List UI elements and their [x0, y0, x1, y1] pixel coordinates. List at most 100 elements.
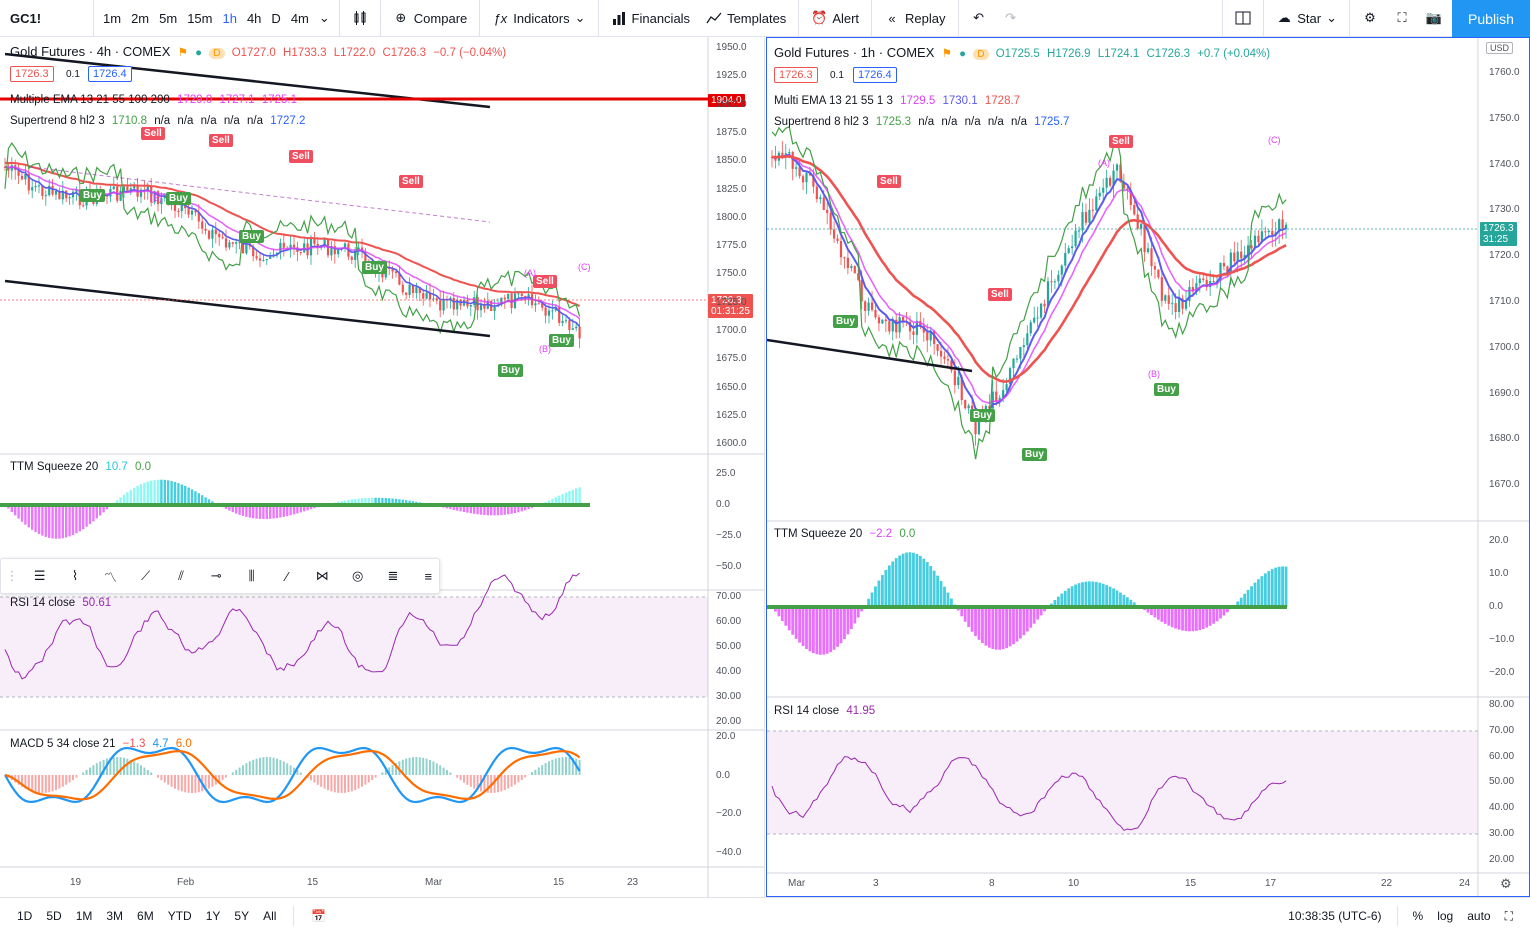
tf-4h[interactable]: 4h: [246, 10, 262, 26]
candle-body: [241, 242, 245, 254]
star-button[interactable]: ☁ Star ⌄: [1268, 0, 1345, 37]
candle-body: [408, 284, 411, 295]
line-icon[interactable]: ∕: [285, 568, 289, 584]
ttm-histogram-bar: [391, 498, 394, 505]
replay-button[interactable]: « Replay: [876, 0, 953, 37]
indicators-button[interactable]: ƒx Indicators ⌄: [484, 0, 593, 37]
ttm-histogram-bar: [1084, 581, 1088, 607]
snapshot-button[interactable]: 📷: [1418, 0, 1450, 37]
range-3m[interactable]: 3M: [106, 909, 124, 923]
range-all[interactable]: All: [263, 909, 277, 923]
ttm-histogram-bar: [309, 505, 313, 510]
fullscreen-button[interactable]: ⛶: [1386, 0, 1418, 37]
range-1m[interactable]: 1M: [75, 909, 93, 923]
ttm-histogram-bar: [78, 505, 81, 532]
candle-body: [857, 273, 860, 280]
chart-type-button[interactable]: [344, 0, 376, 37]
xabcd-icon[interactable]: ⋈: [315, 568, 329, 583]
right-supertrend-legend[interactable]: Supertrend 8 hl2 3 1725.3 n/a n/a n/a n/…: [774, 116, 1073, 128]
log-toggle[interactable]: log: [1437, 909, 1454, 923]
ttm-histogram-bar: [262, 505, 265, 520]
fit-screen-icon[interactable]: ⛶: [1504, 908, 1513, 923]
tf-1m[interactable]: 1m: [103, 10, 122, 26]
left-chart-pane[interactable]: Gold Futures · 4h · COMEX ⚑ ● D O1727.0 …: [0, 37, 765, 897]
right-ttm-legend[interactable]: TTM Squeeze 20 −2.2 0.0: [774, 528, 919, 540]
ttm-histogram-bar: [1077, 583, 1081, 607]
tf-4m[interactable]: 4m: [290, 10, 309, 26]
compare-button[interactable]: ⊕ Compare: [385, 0, 475, 37]
left-macd-legend[interactable]: MACD 5 34 close 21 −1.3 4.7 6.0: [10, 738, 196, 750]
right-ema-legend[interactable]: Multi EMA 13 21 55 1 3 1729.5 1730.1 172…: [774, 95, 1024, 107]
clock-time[interactable]: 10:38:35 (UTC-6): [1288, 909, 1382, 923]
ema-55-line: [771, 154, 1287, 383]
candle-body: [551, 310, 554, 312]
percent-toggle[interactable]: %: [1412, 909, 1424, 923]
left-ema-legend[interactable]: Multiple EMA 13 21 55 100 200 1729.0 172…: [10, 94, 301, 106]
right-bid-badge[interactable]: 1726.3: [774, 67, 818, 83]
tf-d[interactable]: D: [271, 10, 281, 26]
price-axis-label: 1750.0: [1489, 112, 1520, 124]
range-5y[interactable]: 5Y: [234, 909, 250, 923]
range-1d[interactable]: 1D: [17, 909, 33, 923]
left-supertrend-legend[interactable]: Supertrend 8 hl2 3 1710.8 n/a n/a n/a n/…: [10, 115, 309, 127]
macd-histogram-bar: [174, 775, 176, 789]
macd-histogram-bar: [551, 759, 554, 775]
drag-handle-icon[interactable]: ⋮: [5, 568, 19, 583]
chevron-down-icon[interactable]: ⌄: [318, 10, 330, 25]
settings-button[interactable]: ⚙: [1354, 0, 1386, 37]
layout-button[interactable]: [1227, 0, 1259, 37]
macd-histogram-bar: [245, 763, 248, 775]
right-chart-pane[interactable]: Gold Futures · 1h · COMEX ⚑ ● D O1725.5 …: [766, 37, 1530, 897]
financials-button[interactable]: Financials: [603, 0, 699, 37]
horizontal-ray-icon[interactable]: ⊸: [210, 568, 222, 583]
macd-histogram-bar: [191, 775, 193, 793]
abcd-pattern-icon[interactable]: ⌇: [71, 568, 79, 583]
ttm-histogram-bar: [946, 592, 950, 607]
price-axis-label: 1750.0: [716, 268, 747, 280]
left-rsi-legend[interactable]: RSI 14 close 50.61: [10, 597, 115, 609]
currency-badge[interactable]: USD: [1486, 42, 1514, 54]
ttm-histogram-bar: [887, 565, 891, 607]
tf-1h[interactable]: 1h: [222, 10, 237, 26]
alert-button[interactable]: ⏰ Alert: [803, 0, 867, 37]
fib-lines-icon[interactable]: ☰: [33, 568, 46, 583]
left-ask-badge[interactable]: 1726.4: [88, 66, 132, 82]
tf-15m[interactable]: 15m: [187, 10, 213, 26]
candle-body: [160, 198, 163, 205]
candle-body: [337, 249, 340, 255]
gear-icon[interactable]: ⚙: [1500, 876, 1512, 891]
macd-histogram-bar: [497, 775, 499, 793]
auto-toggle[interactable]: auto: [1467, 909, 1491, 923]
left-ttm-legend[interactable]: TTM Squeeze 20 10.7 0.0: [10, 461, 155, 473]
right-rsi-legend[interactable]: RSI 14 close 41.95: [774, 705, 879, 717]
goto-date-icon[interactable]: 📅: [311, 909, 327, 923]
candle-body: [1264, 231, 1267, 233]
tf-2m[interactable]: 2m: [131, 10, 150, 26]
fib-retrace-icon[interactable]: ≣: [387, 568, 399, 583]
left-chart-canvas[interactable]: [0, 37, 765, 897]
spiral-icon[interactable]: ◎: [351, 568, 364, 583]
range-ytd[interactable]: YTD: [167, 909, 192, 923]
redo-button[interactable]: ↷: [995, 0, 1027, 37]
range-6m[interactable]: 6M: [137, 909, 154, 923]
trend-line-icon[interactable]: ⟋: [141, 568, 151, 583]
abc-pattern-icon[interactable]: 〽: [103, 569, 117, 585]
publish-button[interactable]: Publish: [1452, 0, 1530, 37]
left-bid-badge[interactable]: 1726.3: [10, 66, 54, 82]
candle-body: [194, 210, 197, 213]
range-1y[interactable]: 1Y: [205, 909, 221, 923]
price-axis-label: 1600.0: [716, 438, 747, 450]
macd-histogram-bar: [337, 775, 340, 793]
pitchfork-icon[interactable]: ⫼: [248, 568, 255, 583]
right-ask-badge[interactable]: 1726.4: [853, 67, 897, 83]
right-chart-canvas[interactable]: [767, 38, 1530, 897]
drawing-toolbar[interactable]: ⋮ ☰ ⌇ 〽 ⟋ ⫽ ⊸ ⫼ ∕ ⋈ ◎ ≣ ≡: [0, 558, 440, 594]
undo-button[interactable]: ↶: [963, 0, 995, 37]
tf-5m[interactable]: 5m: [159, 10, 178, 26]
ttm-histogram-bar: [1132, 602, 1136, 607]
fib-extension-icon[interactable]: ≡: [424, 568, 433, 584]
channel-icon[interactable]: ⫽: [178, 568, 184, 583]
symbol-search[interactable]: GC1!: [0, 0, 94, 37]
templates-button[interactable]: Templates: [698, 0, 794, 37]
range-5d[interactable]: 5D: [46, 909, 62, 923]
